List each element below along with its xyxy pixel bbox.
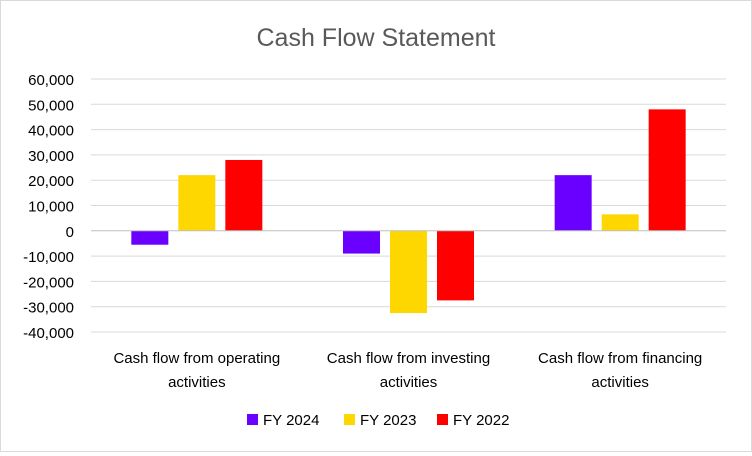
y-tick-label: 40,000 <box>28 123 74 140</box>
bar-fy-2024 <box>343 230 380 254</box>
y-tick-label: -20,000 <box>23 274 74 291</box>
bar-fy-2024 <box>554 175 592 231</box>
y-tick-label: 30,000 <box>28 148 74 165</box>
chart-title: Cash Flow Statement <box>257 24 496 52</box>
legend-swatch <box>247 414 258 425</box>
x-category-label: activities <box>380 374 438 391</box>
y-tick-label: -30,000 <box>23 300 74 317</box>
y-tick-label: 10,000 <box>28 199 74 216</box>
x-category-label: Cash flow from operating <box>113 350 280 367</box>
legend-label: FY 2022 <box>453 412 509 429</box>
bar-fy-2022 <box>437 230 474 301</box>
legend-label: FY 2023 <box>360 412 416 429</box>
x-axis-category-labels: Cash flow from operating activities Cash f… <box>113 350 702 391</box>
y-tick-label: -10,000 <box>23 249 74 266</box>
legend-label: FY 2024 <box>263 412 319 429</box>
x-category-label: Cash flow from financing <box>538 350 702 367</box>
y-tick-label: 60,000 <box>28 72 74 89</box>
y-axis-tick-labels: 60,000 50,000 40,000 30,000 20,000 10,000 0 -10… <box>23 72 74 342</box>
legend-swatch <box>437 414 448 425</box>
y-tick-label: 50,000 <box>28 97 74 114</box>
bar-fy-2023 <box>178 175 216 231</box>
y-tick-label: -40,000 <box>23 325 74 342</box>
bar-fy-2024 <box>131 230 169 245</box>
bar-fy-2022 <box>648 109 686 231</box>
bar-fy-2023 <box>390 230 427 314</box>
y-tick-label: 20,000 <box>28 173 74 190</box>
x-category-label: activities <box>168 374 226 391</box>
legend: FY 2024 FY 2023 FY 2022 <box>247 412 509 429</box>
legend-swatch <box>344 414 355 425</box>
x-category-label: activities <box>591 374 649 391</box>
x-category-label: Cash flow from investing <box>327 350 490 367</box>
bars <box>131 109 686 314</box>
y-tick-label: 0 <box>66 224 74 241</box>
bar-fy-2022 <box>225 159 263 231</box>
bar-fy-2023 <box>601 214 639 231</box>
